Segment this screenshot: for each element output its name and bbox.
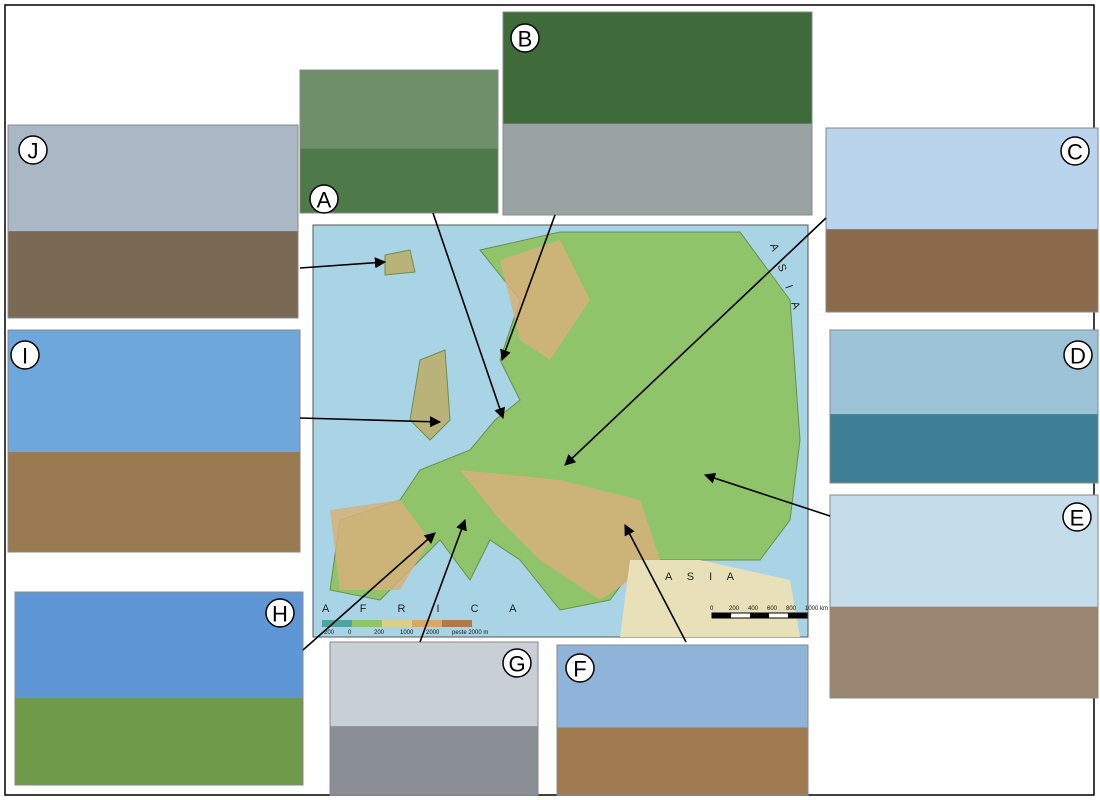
photo-ground (8, 452, 300, 552)
scale-label: 1000 km (805, 606, 828, 612)
photo-border (502, 11, 813, 216)
photo-ground (826, 229, 1098, 312)
photo-ground (503, 123, 812, 215)
photo-border (829, 494, 1099, 699)
photo-label-badge (1062, 502, 1092, 532)
photo-border (329, 641, 539, 796)
arrow (299, 257, 387, 269)
photo-label: J (28, 139, 39, 164)
photo-border (829, 329, 1099, 484)
photo-ground (830, 414, 1098, 483)
photo-label-badge (265, 598, 295, 628)
scale-label: 0 (710, 606, 714, 612)
photo-label: I (22, 344, 28, 369)
arrow (564, 217, 827, 466)
photo-label: E (1070, 506, 1085, 531)
arrow (703, 472, 831, 517)
legend-label: -200 (322, 630, 335, 636)
photo-border (7, 124, 299, 319)
photo-label: B (518, 27, 533, 52)
photo-label: D (1070, 344, 1086, 369)
map-label: A F R I C A (322, 603, 530, 615)
arrow (624, 524, 687, 643)
photo-label-badge (309, 184, 339, 214)
photo-label-badge (18, 135, 48, 165)
photo-ground (15, 698, 303, 785)
photo-ground (557, 727, 808, 795)
photo-ground (830, 606, 1098, 698)
photo-border (299, 69, 499, 214)
arrow (419, 518, 467, 643)
scale-label: 600 (767, 606, 778, 612)
photo-label-badge (1060, 136, 1090, 166)
photo-label: A (317, 188, 332, 213)
photo-ground (330, 726, 538, 795)
photo-border (7, 329, 301, 553)
photo-label-badge (565, 653, 595, 683)
legend-label: 1000 (400, 630, 414, 636)
photo-label-badge (502, 648, 532, 678)
legend-label: peste 2000 m (452, 630, 488, 636)
scale-label: 400 (748, 606, 759, 612)
scale-label: 800 (786, 606, 797, 612)
photo-border (14, 591, 304, 786)
photo-label: C (1067, 140, 1083, 165)
arrow (302, 532, 436, 651)
arrow (299, 416, 442, 428)
photo-label-badge (510, 23, 540, 53)
scale-label: 200 (729, 606, 740, 612)
legend-label: 200 (374, 630, 385, 636)
photo-border (825, 127, 1099, 313)
photo-border (556, 644, 809, 796)
photo-label: G (508, 652, 525, 677)
photo-label-badge (1063, 340, 1093, 370)
arrow (500, 214, 556, 362)
arrow (432, 212, 506, 420)
legend-label: 0 (348, 630, 352, 636)
photo-label: H (272, 602, 288, 627)
legend-label: 2000 (426, 630, 440, 636)
photo-label-badge (10, 340, 40, 370)
map-label: A S I A (665, 571, 740, 583)
photo-label: F (573, 657, 586, 682)
photo-ground (8, 231, 298, 318)
